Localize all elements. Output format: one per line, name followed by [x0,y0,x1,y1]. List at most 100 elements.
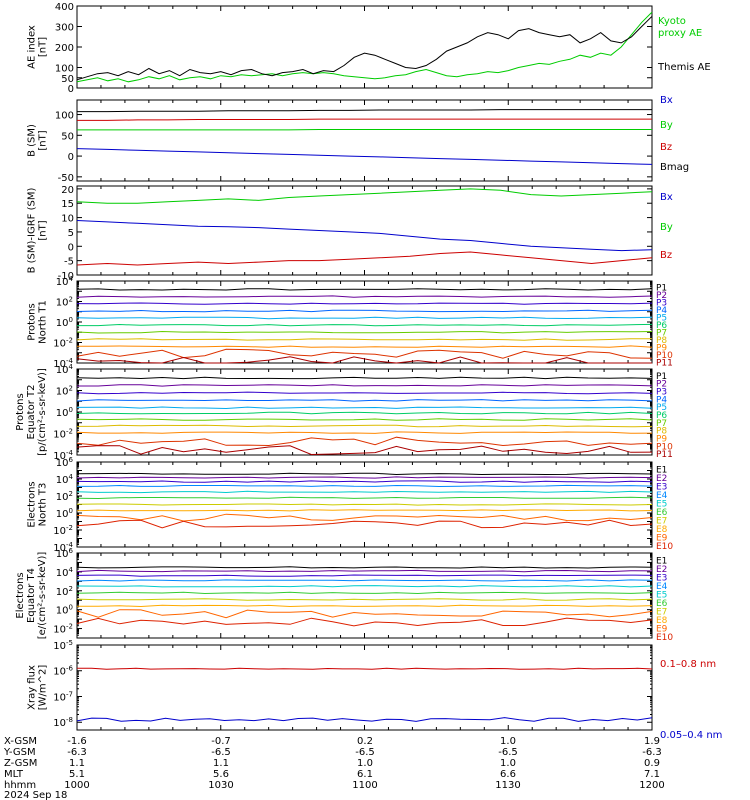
legend-label: E6 [656,599,668,609]
y-tick-label: -5 [64,257,74,268]
axis-label-line: Equator T2 [26,385,37,440]
legend-label: P3 [656,299,667,309]
series-line [76,585,653,588]
y-tick-label: 10 [61,214,74,225]
series-line [76,496,653,500]
axis-label-line: AE index [27,25,38,69]
legend-label: P4 [656,395,667,405]
y-tick-label: 20 [61,185,74,196]
axis-table-value: 0.9 [644,758,660,769]
series-line [76,399,653,402]
legend-label: P2 [656,380,667,390]
axis-table-value: -6.5 [498,747,518,758]
axis-label-line: [e/(cm²-s-sr-keV)] [37,552,48,640]
legend-label: E1 [656,556,667,566]
series-line [76,503,653,506]
axis-table-value: -6.5 [355,747,375,758]
legend-label: E4 [656,582,668,592]
y-tick-label: 10-8 [53,716,73,729]
axis-table-value: 5.1 [69,769,85,780]
y-tick-label: 104 [56,473,74,486]
series-line [76,476,653,479]
y-tick-label: 10-4 [53,449,73,462]
legend-label: Bmag [660,162,689,173]
legend-label: E3 [656,482,667,492]
axis-table-value: 5.6 [213,769,229,780]
axis-label-line: B (SM) [27,124,38,157]
series-line [76,609,653,619]
y-axis-label: AE index [nT] [27,25,49,69]
legend-label: P1 [656,372,667,382]
axis-table-label: MLT [4,769,24,780]
series-line [76,406,653,410]
axis-table-value: -6.3 [67,747,87,758]
y-tick-label: 10-4 [53,541,73,554]
panel-ent3: 10-4 10-2 100 102 104 106 E1E2E3E4E5E6E7E8E9E1… [53,456,673,554]
axis-label-line: [nT] [38,37,49,57]
axis-table-value: 1.0 [500,758,516,769]
series-line [76,519,653,529]
series-line [76,566,653,569]
series-line [77,667,653,670]
axis-label-line: Electrons [15,572,26,618]
y-tick-label: 10-2 [53,623,73,636]
series-line [76,579,653,582]
series-line [76,445,653,456]
series-line [76,424,653,428]
legend-label: Bz [660,142,672,153]
axis-label-line: Electrons [27,481,38,527]
axis-table-value: -6.5 [211,747,231,758]
legend-label: E4 [656,491,668,501]
y-axis-label: Electrons Equator T4 [e/(cm²-s-sr-keV)] [15,552,48,640]
series-line [76,490,653,494]
legend-label: E8 [656,525,668,535]
legend-label: E10 [656,633,673,643]
legend-label: E5 [656,590,667,600]
series-line [76,356,652,364]
y-tick-label: 10-7 [53,690,73,703]
date-label: 2024 Sep 18 [4,790,67,800]
legend-label: P11 [656,358,673,368]
axis-table-value: 1130 [495,780,520,791]
series-line [76,316,653,320]
y-tick-label: 0 [68,152,74,163]
y-tick-label: 15 [61,199,74,210]
axis-table: X-GSM -1.6 -0.7 0.2 1.0 1.9 Y-GSM -6.3 -6.5 -6.5 -… [3,736,665,800]
axis-label-line: Protons [15,393,26,430]
axis-table-label: X-GSM [4,736,37,747]
series-line [76,591,653,595]
legend-label: P6 [656,321,667,331]
series-line [76,717,653,722]
y-tick-label: 104 [56,566,74,579]
y-tick-label: 100 [55,64,74,75]
y-tick-label: 300 [55,23,74,34]
axis-label-line: B (SM)-IGRF (SM) [27,188,38,274]
legend-label: 0.05–0.4 nm [660,730,722,741]
series-line [76,617,653,627]
legend-label: Kyoto [658,16,686,27]
panel-xray: 10-8 10-7 10-6 10-5 0.1–0.8 nm 0.05–0.4 nm [53,639,722,741]
y-tick-label: -50 [58,173,74,184]
axis-label-line: North T1 [38,300,49,344]
legend-label: P7 [656,328,667,338]
series-line [76,376,653,380]
legend-label: P11 [656,450,673,460]
panel-bigrf: -10 -5 0 5 10 15 20 Bx By Bz [58,185,673,282]
legend-label: By [660,222,673,233]
series-line [76,472,653,476]
y-tick-label: 102 [56,585,73,598]
axis-table-value: 1200 [639,780,664,791]
series-line [76,480,653,483]
legend-label: E8 [656,616,668,626]
axis-label-line: [p/(cm²-s-sr-keV)] [37,368,48,456]
series-line-bx [76,148,653,165]
series-line-bx [76,220,653,252]
series-line [76,484,653,488]
axis-table-value: -1.6 [67,736,87,747]
y-tick-label: 102 [56,385,73,398]
y-tick-label: 50 [61,131,74,142]
y-tick-label: 0 [68,242,74,253]
legend-label: P7 [656,419,667,429]
y-tick-label: 104 [56,275,74,288]
